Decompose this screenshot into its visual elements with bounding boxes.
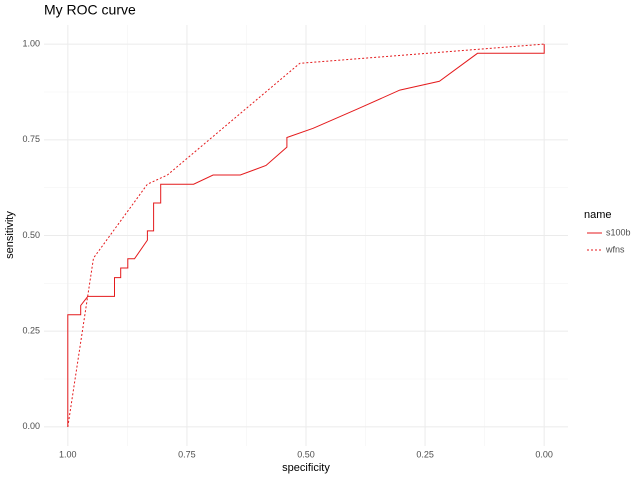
x-tick-label: 1.00 [59, 449, 77, 459]
y-tick-label: 0.50 [22, 230, 40, 240]
legend-label: s100b [606, 227, 631, 237]
y-tick-label: 0.00 [22, 421, 40, 431]
roc-line [67, 43, 545, 427]
y-tick-label: 0.75 [22, 134, 40, 144]
grid [44, 25, 568, 446]
x-axis-label: specificity [282, 462, 330, 474]
chart-title: My ROC curve [44, 2, 136, 18]
y-tick-label: 0.25 [22, 326, 40, 336]
x-tick-label: 0.75 [178, 449, 196, 459]
legend-title: name [584, 209, 612, 221]
y-tick-label: 1.00 [22, 39, 40, 49]
x-tick-label: 0.00 [535, 449, 553, 459]
x-tick-label: 0.50 [297, 449, 315, 459]
y-axis-label: sensitivity [4, 211, 16, 259]
legend-label: wfns [605, 244, 625, 254]
roc-line [67, 44, 545, 427]
x-tick-label: 0.25 [416, 449, 434, 459]
